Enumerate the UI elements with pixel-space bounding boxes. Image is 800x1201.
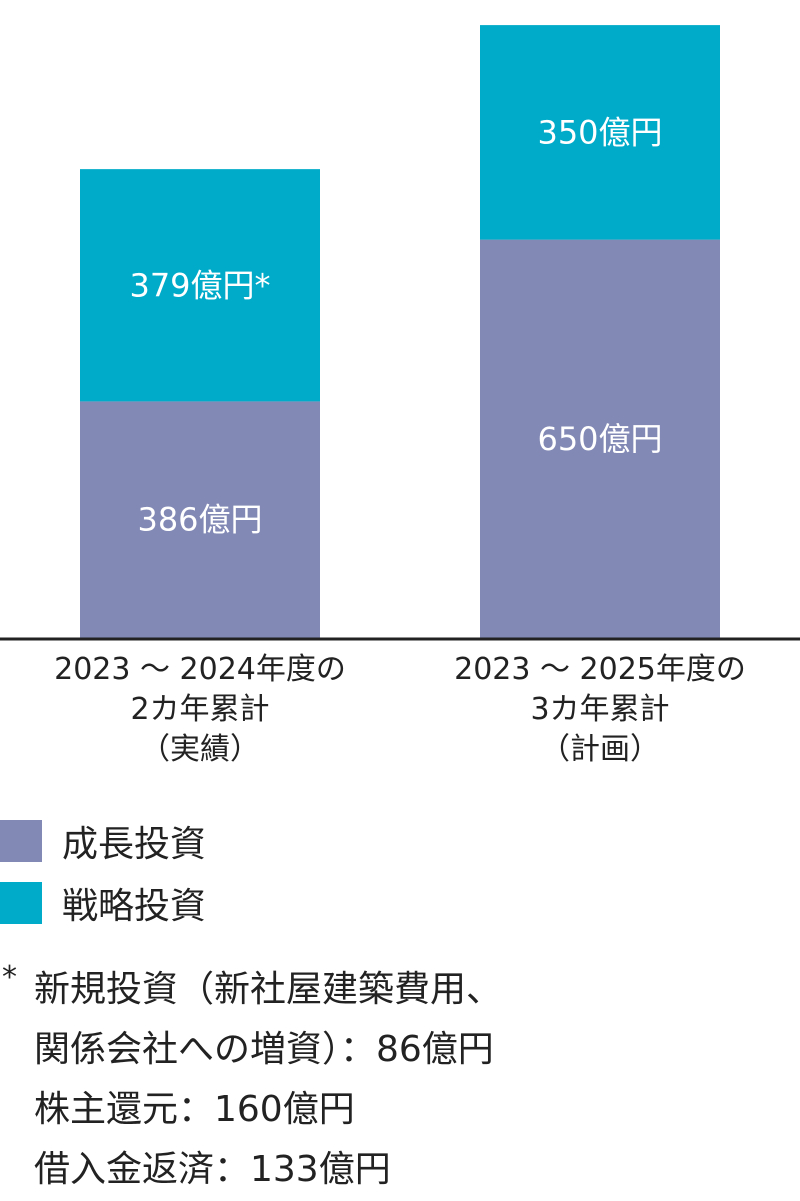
category-label-line: （実績） (140, 732, 260, 767)
category-label-line: 3カ年累計 (530, 692, 670, 727)
legend-swatch-growth (0, 820, 42, 862)
legend-item-growth: 成長投資 (0, 810, 206, 872)
legend-label-growth: 成長投資 (62, 824, 207, 865)
footnote-line: 借入金返済：133億円 (34, 1149, 391, 1190)
legend-swatch-strategic (0, 882, 42, 924)
bar-segment-growth-0 (80, 401, 320, 638)
category-label-line: 2023 ～ 2025年度の (454, 652, 746, 687)
data-label: 379億円* (129, 266, 270, 304)
bar-segment-strategic-0 (80, 169, 320, 402)
bar-segment-growth-1 (480, 239, 720, 639)
footnote-line: 関係会社への増資）：86億円 (34, 1029, 494, 1070)
bar-segment-strategic-1 (480, 25, 720, 240)
legend: 成長投資 戦略投資 (0, 810, 206, 934)
footnote-line: 株主還元：160億円 (34, 1089, 355, 1130)
data-label: 386億円 (137, 501, 262, 539)
category-label-line: 2023 ～ 2024年度の (54, 652, 346, 687)
data-label: 650億円 (537, 420, 662, 458)
stacked-bar-chart: 386億円 379億円* 650億円 350億円 (0, 25, 800, 641)
legend-item-strategic: 戦略投資 (0, 872, 206, 934)
category-label-1: 2023 ～ 2025年度の 3カ年累計 （計画） (420, 650, 780, 770)
data-label: 350億円 (537, 113, 662, 151)
category-label-0: 2023 ～ 2024年度の 2カ年累計 （実績） (20, 650, 380, 770)
footnote-line: 新規投資（新社屋建築費用、 (34, 969, 503, 1010)
category-label-line: （計画） (540, 732, 660, 767)
footnote: * 新規投資（新社屋建築費用、 関係会社への増資）：86億円 株主還元：160億… (0, 960, 800, 1200)
footnote-marker: * (2, 960, 17, 995)
legend-label-strategic: 戦略投資 (62, 886, 207, 927)
category-label-line: 2カ年累計 (130, 692, 270, 727)
